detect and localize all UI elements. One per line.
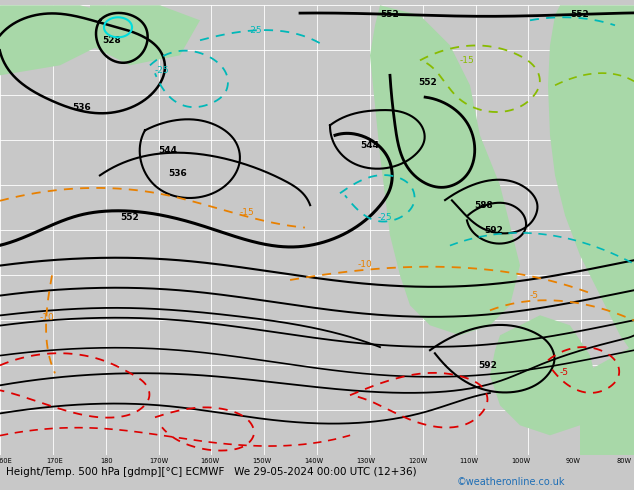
Text: 160W: 160W (201, 458, 220, 464)
Text: 80W: 80W (617, 458, 632, 464)
Text: 160E: 160E (0, 458, 11, 464)
Polygon shape (490, 315, 600, 435)
Text: -15: -15 (460, 56, 475, 65)
Text: 592: 592 (479, 361, 498, 370)
Text: 552: 552 (380, 10, 399, 19)
Text: 544: 544 (158, 147, 177, 155)
Text: 544: 544 (361, 141, 380, 150)
Text: 120W: 120W (408, 458, 427, 464)
Text: 170E: 170E (46, 458, 63, 464)
Text: 110W: 110W (460, 458, 479, 464)
Text: -25: -25 (378, 213, 392, 222)
Polygon shape (580, 345, 634, 455)
Polygon shape (0, 5, 120, 75)
Polygon shape (90, 5, 200, 65)
Text: -10: -10 (40, 313, 55, 322)
Text: 100W: 100W (512, 458, 531, 464)
Text: 552: 552 (570, 10, 589, 19)
Text: -15: -15 (240, 208, 255, 217)
Text: -25: -25 (155, 66, 170, 75)
Polygon shape (548, 5, 634, 355)
Text: Height/Temp. 500 hPa [gdmp][°C] ECMWF   We 29-05-2024 00:00 UTC (12+36): Height/Temp. 500 hPa [gdmp][°C] ECMWF We… (6, 467, 417, 477)
Text: 552: 552 (120, 213, 139, 222)
Text: -25: -25 (248, 26, 262, 35)
Text: 528: 528 (103, 36, 121, 45)
Text: -5: -5 (560, 368, 569, 377)
Text: ©weatheronline.co.uk: ©weatheronline.co.uk (456, 477, 565, 487)
Text: -10: -10 (358, 260, 373, 270)
Polygon shape (370, 5, 520, 335)
Text: 536: 536 (169, 169, 188, 178)
Text: 170W: 170W (149, 458, 168, 464)
Text: -5: -5 (530, 291, 539, 300)
Text: 130W: 130W (356, 458, 375, 464)
Text: 552: 552 (418, 78, 437, 87)
Text: 90W: 90W (566, 458, 580, 464)
Text: 180: 180 (100, 458, 113, 464)
Text: 140W: 140W (304, 458, 323, 464)
Text: 588: 588 (475, 201, 493, 210)
Text: 536: 536 (72, 103, 91, 112)
Text: 592: 592 (484, 226, 503, 235)
Text: 150W: 150W (252, 458, 271, 464)
